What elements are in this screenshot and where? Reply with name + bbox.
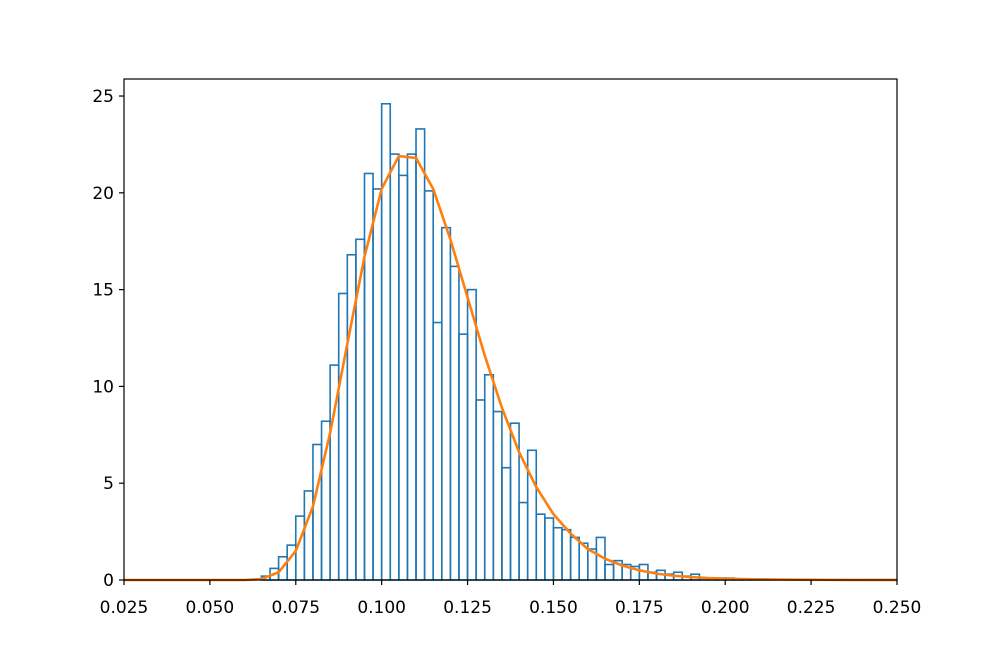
histogram-bar (406, 153, 417, 581)
y-tick-label: 25 (92, 87, 114, 107)
x-tick-label: 0.150 (529, 598, 578, 618)
histogram-bar (475, 399, 486, 581)
histogram-bar (286, 544, 297, 581)
histogram-bar (320, 420, 331, 581)
histogram-bar (544, 517, 555, 581)
histogram-bar (518, 501, 529, 581)
histogram-bar (440, 226, 452, 581)
histogram-bar (501, 466, 512, 581)
histogram-bar (569, 536, 581, 581)
histogram-bar (561, 528, 572, 581)
y-tick-label: 10 (92, 377, 114, 397)
y-tick-label: 15 (92, 281, 114, 301)
x-tick-label: 0.025 (100, 598, 149, 618)
x-tick-label: 0.075 (271, 598, 320, 618)
histogram-bar (423, 190, 435, 581)
histogram-bar (372, 188, 383, 581)
x-tick-label: 0.100 (357, 598, 406, 618)
histogram-bar (303, 490, 314, 581)
histogram-bar (312, 443, 323, 581)
histogram-bar (415, 128, 426, 581)
histogram-bar (432, 321, 443, 581)
histogram-bar (363, 172, 374, 581)
axes-frame (123, 78, 898, 581)
histogram-bar (466, 288, 477, 581)
histogram-bar (604, 563, 615, 581)
x-tick-label: 0.225 (787, 598, 836, 618)
x-tick-label: 0.250 (873, 598, 922, 618)
x-tick-label: 0.175 (615, 598, 664, 618)
histogram-bar (398, 174, 409, 581)
x-tick-label: 0.050 (186, 598, 235, 618)
y-tick-label: 0 (103, 571, 114, 591)
histogram-bar (535, 513, 546, 581)
y-tick-label: 5 (103, 474, 114, 494)
histogram-bar (552, 526, 563, 581)
histogram-bar (449, 265, 460, 581)
histogram-bar (492, 410, 503, 581)
x-tick-label: 0.125 (443, 598, 492, 618)
histogram-bar (337, 292, 349, 581)
histogram-bar (389, 153, 400, 581)
histogram-bar (458, 333, 469, 581)
histogram-bar (483, 373, 495, 581)
x-tick-label: 0.200 (701, 598, 750, 618)
y-tick-label: 20 (92, 184, 114, 204)
